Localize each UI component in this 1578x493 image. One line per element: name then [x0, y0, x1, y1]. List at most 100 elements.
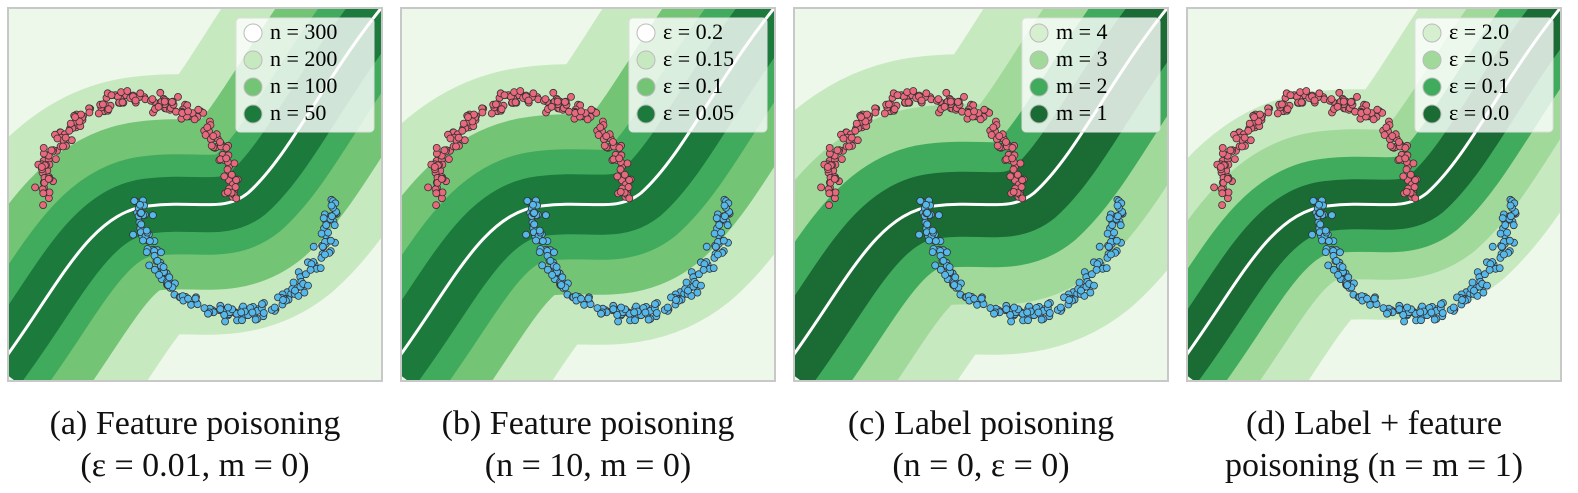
- red-point: [52, 155, 60, 164]
- blue-point: [1400, 317, 1409, 326]
- blue-point: [1044, 300, 1052, 309]
- red-point: [833, 146, 842, 155]
- blue-point: [224, 303, 233, 312]
- blue-point: [1458, 296, 1467, 304]
- blue-point: [1438, 309, 1447, 317]
- blue-point: [300, 288, 309, 297]
- caption-line: poisoning (n = m = 1): [1225, 447, 1523, 484]
- red-point: [1339, 97, 1348, 106]
- red-point: [609, 138, 617, 146]
- legend-swatch: [1422, 50, 1442, 70]
- blue-point: [584, 294, 593, 303]
- blue-point: [699, 265, 708, 274]
- red-point: [989, 123, 998, 132]
- blue-point: [715, 221, 724, 230]
- red-point: [871, 108, 880, 117]
- blue-point: [137, 208, 146, 217]
- red-point: [1009, 165, 1018, 174]
- red-point: [1335, 88, 1344, 97]
- blue-point: [129, 230, 137, 239]
- red-point: [970, 107, 979, 116]
- red-point: [838, 155, 846, 164]
- blue-point: [204, 309, 212, 318]
- red-point: [39, 201, 47, 210]
- red-point: [547, 102, 556, 111]
- legend-swatch: [1029, 50, 1049, 70]
- red-point: [1013, 170, 1022, 179]
- red-point: [156, 88, 165, 97]
- blue-point: [1430, 315, 1439, 324]
- panel: ε = 0.2ε = 0.15ε = 0.1ε = 0.05: [400, 7, 776, 382]
- red-point: [500, 91, 509, 100]
- legend-label: ε = 0.2: [663, 19, 723, 44]
- blue-point: [306, 265, 315, 274]
- red-point: [1006, 172, 1015, 181]
- blue-point: [923, 220, 932, 229]
- panel: ε = 2.0ε = 0.5ε = 0.1ε = 0.0: [1186, 7, 1562, 382]
- red-point: [516, 87, 525, 95]
- blue-point: [1501, 221, 1510, 230]
- red-point: [851, 126, 860, 135]
- blue-point: [925, 236, 933, 245]
- red-point: [209, 132, 218, 141]
- red-point: [174, 93, 182, 101]
- red-point: [44, 174, 53, 183]
- red-point: [440, 146, 449, 155]
- blue-point: [719, 236, 728, 245]
- blue-point: [142, 248, 151, 257]
- red-point: [553, 97, 562, 106]
- blue-point: [155, 270, 164, 279]
- blue-point: [1102, 264, 1111, 273]
- red-point: [904, 98, 913, 107]
- blue-point: [1395, 305, 1404, 314]
- red-point: [1363, 107, 1372, 116]
- red-point: [168, 98, 176, 106]
- blue-point: [1023, 308, 1032, 317]
- blue-point: [970, 294, 979, 303]
- red-point: [492, 100, 500, 109]
- legend-label: m = 1: [1056, 100, 1108, 125]
- legend-swatch: [1029, 77, 1049, 97]
- blue-point: [137, 220, 146, 229]
- blue-point: [1332, 256, 1341, 265]
- red-point: [1380, 131, 1389, 139]
- blue-point: [1002, 305, 1011, 314]
- caption-line: (c) Label poisoning: [848, 405, 1114, 442]
- blue-point: [165, 273, 174, 282]
- red-point: [987, 131, 996, 139]
- red-point: [583, 115, 592, 124]
- blue-point: [931, 261, 940, 270]
- red-point: [954, 98, 962, 106]
- red-point: [602, 132, 611, 141]
- red-point: [1231, 155, 1239, 164]
- red-point: [172, 107, 180, 116]
- legend-swatch: [636, 77, 656, 97]
- red-point: [458, 126, 467, 135]
- blue-point: [939, 256, 948, 265]
- panel-frame: [7, 7, 383, 382]
- red-point: [66, 119, 75, 128]
- red-point: [1218, 143, 1227, 152]
- panel-frame: [400, 7, 776, 382]
- red-point: [885, 100, 893, 109]
- blue-point: [1007, 317, 1016, 326]
- blue-point: [1006, 310, 1015, 319]
- blue-point: [523, 196, 532, 205]
- blue-point: [1427, 308, 1436, 317]
- blue-point: [945, 263, 954, 272]
- red-point: [131, 96, 140, 105]
- blue-point: [1329, 265, 1338, 274]
- red-point: [857, 113, 865, 121]
- legend-swatch: [243, 50, 263, 70]
- legend-label: ε = 0.15: [663, 46, 734, 71]
- red-point: [946, 97, 955, 106]
- blue-point: [1498, 214, 1507, 223]
- red-point: [1399, 172, 1408, 181]
- red-point: [1008, 143, 1017, 152]
- blue-point: [200, 304, 209, 313]
- red-point: [567, 93, 575, 101]
- red-point: [232, 194, 241, 203]
- blue-point: [322, 221, 331, 230]
- blue-point: [713, 250, 722, 259]
